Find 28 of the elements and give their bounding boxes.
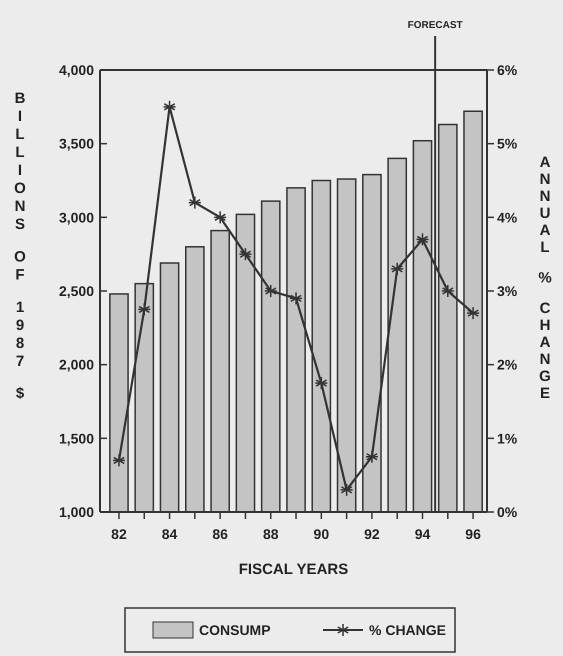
x-tick-label: 88 [262,526,279,542]
y-tick-label: 3,000 [58,209,94,226]
y-tick-label: 4,000 [58,62,94,78]
y2-tick-label: 2% [497,356,518,373]
y2-tick-label: 5% [497,136,518,152]
y2-tick-label: 6% [497,62,518,78]
y-tick-label: 1,500 [58,430,94,446]
x-tick-label: 90 [314,526,330,542]
y2-tick-label: 3% [497,283,518,299]
y-tick-label: 2,000 [58,356,94,373]
legend-label: CONSUMP [199,622,271,638]
y2-tick-label: 4% [497,209,518,226]
x-tick-label: 92 [364,526,380,542]
text: ANNUAL % CHANGE [538,154,552,402]
y-tick-label: 2,500 [58,283,94,299]
y2-tick-label: 0% [497,504,518,520]
ref-line-label: FORECAST [408,20,463,31]
text: BILLIONS OF 1987 $ [14,90,26,402]
y-tick-label: 1,000 [58,504,94,520]
x-tick-label: 96 [465,526,482,542]
x-tick-label: 86 [212,526,228,542]
x-tick-label: 84 [162,526,178,542]
x-tick-label: 82 [111,526,127,542]
legend-label: % CHANGE [369,622,446,638]
x-tick-label: 94 [414,526,430,542]
y-tick-label: 3,500 [58,136,94,152]
x-axis-title: FISCAL YEARS [238,561,348,578]
y2-tick-label: 1% [497,430,518,446]
